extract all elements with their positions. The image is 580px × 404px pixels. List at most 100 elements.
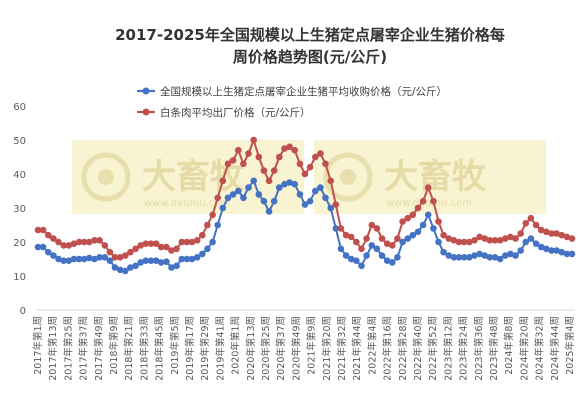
data-point [286, 143, 293, 151]
data-point [353, 257, 360, 265]
data-point [91, 255, 98, 263]
data-point [229, 191, 237, 198]
data-point [240, 160, 247, 168]
x-tick-label: 2023年第24周 [458, 316, 470, 381]
x-tick-label: 2018年第9周 [108, 316, 120, 375]
data-point [363, 235, 370, 242]
data-point [122, 267, 129, 275]
data-point [147, 240, 155, 247]
watermark-url: www.dxumu.com [144, 198, 230, 209]
data-point [507, 233, 514, 241]
data-point [260, 197, 268, 205]
data-point [332, 201, 340, 208]
data-point [168, 264, 175, 271]
data-point [240, 194, 247, 202]
y-tick-label: 60 [13, 102, 26, 113]
data-point [291, 180, 299, 188]
data-point [563, 250, 571, 258]
x-tick-label: 2017年第37周 [78, 316, 90, 381]
data-point [204, 221, 211, 229]
data-point [522, 238, 530, 246]
data-point [507, 250, 514, 258]
data-point [527, 235, 535, 242]
data-point [137, 242, 144, 249]
watermark-logo-dot [340, 169, 356, 185]
data-point [455, 253, 463, 261]
x-tick-label: 2017年第13周 [47, 316, 59, 381]
data-point [553, 247, 560, 254]
data-point [183, 255, 191, 263]
data-point [532, 221, 540, 229]
data-point [235, 187, 242, 195]
data-point [414, 204, 422, 212]
data-point [101, 242, 109, 249]
x-tick-label: 2020年第25周 [260, 316, 272, 381]
y-axis: 0 10 20 30 40 50 60 [13, 102, 26, 317]
data-point [173, 262, 180, 270]
data-point [517, 247, 524, 254]
data-point [157, 243, 165, 251]
x-tick-label: 2023年第48周 [488, 316, 500, 381]
data-point [39, 226, 47, 234]
data-point [404, 235, 412, 242]
x-tick-label: 2019年第5周 [169, 316, 181, 375]
data-point [224, 194, 232, 202]
plot-area [34, 136, 576, 275]
data-point [353, 238, 360, 246]
data-point [245, 150, 252, 157]
data-point [543, 245, 550, 253]
legend-item-series-1: 全国规模以上生猪定点屠宰企业生猪平均收购价格（元/公斤） [137, 85, 447, 98]
data-point [75, 238, 83, 246]
data-point [306, 163, 314, 171]
data-point [132, 262, 139, 270]
chart-title-line-2: 周价格趋势图(元/公斤) [233, 48, 387, 66]
data-point [548, 247, 555, 254]
data-point [481, 235, 489, 242]
data-point [404, 214, 412, 222]
x-axis: 2017年第1周 2017年第13周 2017年第25周 2017年第37周 2017年… [32, 309, 576, 381]
x-tick-label: 2020年第1周 [230, 316, 242, 375]
data-point [532, 240, 540, 247]
data-point [214, 221, 221, 229]
data-point [255, 191, 263, 198]
data-point [471, 237, 478, 244]
legend-label-series-2: 白条肉平均出厂价格（元/公斤） [160, 106, 311, 119]
x-tick-label: 2021年第44周 [351, 316, 363, 381]
data-point [558, 248, 565, 256]
data-point [86, 254, 93, 262]
x-tick-label: 2017年第49周 [93, 316, 105, 381]
data-point [486, 237, 494, 244]
data-point [301, 201, 309, 208]
x-tick-label: 2019年第29周 [199, 316, 211, 381]
x-tick-label: 2023年第36周 [473, 316, 485, 381]
data-point [378, 235, 386, 242]
data-point [332, 225, 340, 232]
data-point [301, 170, 309, 178]
data-point [399, 218, 406, 225]
data-point [563, 233, 571, 241]
data-point [276, 184, 283, 191]
data-point [209, 211, 216, 219]
data-point [147, 257, 155, 265]
data-point [358, 245, 365, 253]
data-point [116, 253, 124, 261]
data-point [394, 253, 401, 261]
data-point [127, 248, 134, 256]
data-point [450, 237, 458, 244]
watermark-logo-ring [323, 152, 373, 202]
data-point [389, 242, 396, 249]
data-point [178, 238, 186, 246]
data-point [491, 253, 499, 261]
data-point [435, 238, 442, 246]
data-point [65, 257, 73, 265]
data-point [373, 245, 381, 253]
data-point [270, 197, 278, 205]
data-point [224, 160, 232, 168]
x-tick-label: 2018年第33周 [138, 316, 150, 381]
data-point [250, 136, 257, 144]
data-point [347, 233, 355, 241]
data-point [568, 250, 576, 258]
data-point [91, 237, 98, 244]
data-point [163, 258, 170, 266]
